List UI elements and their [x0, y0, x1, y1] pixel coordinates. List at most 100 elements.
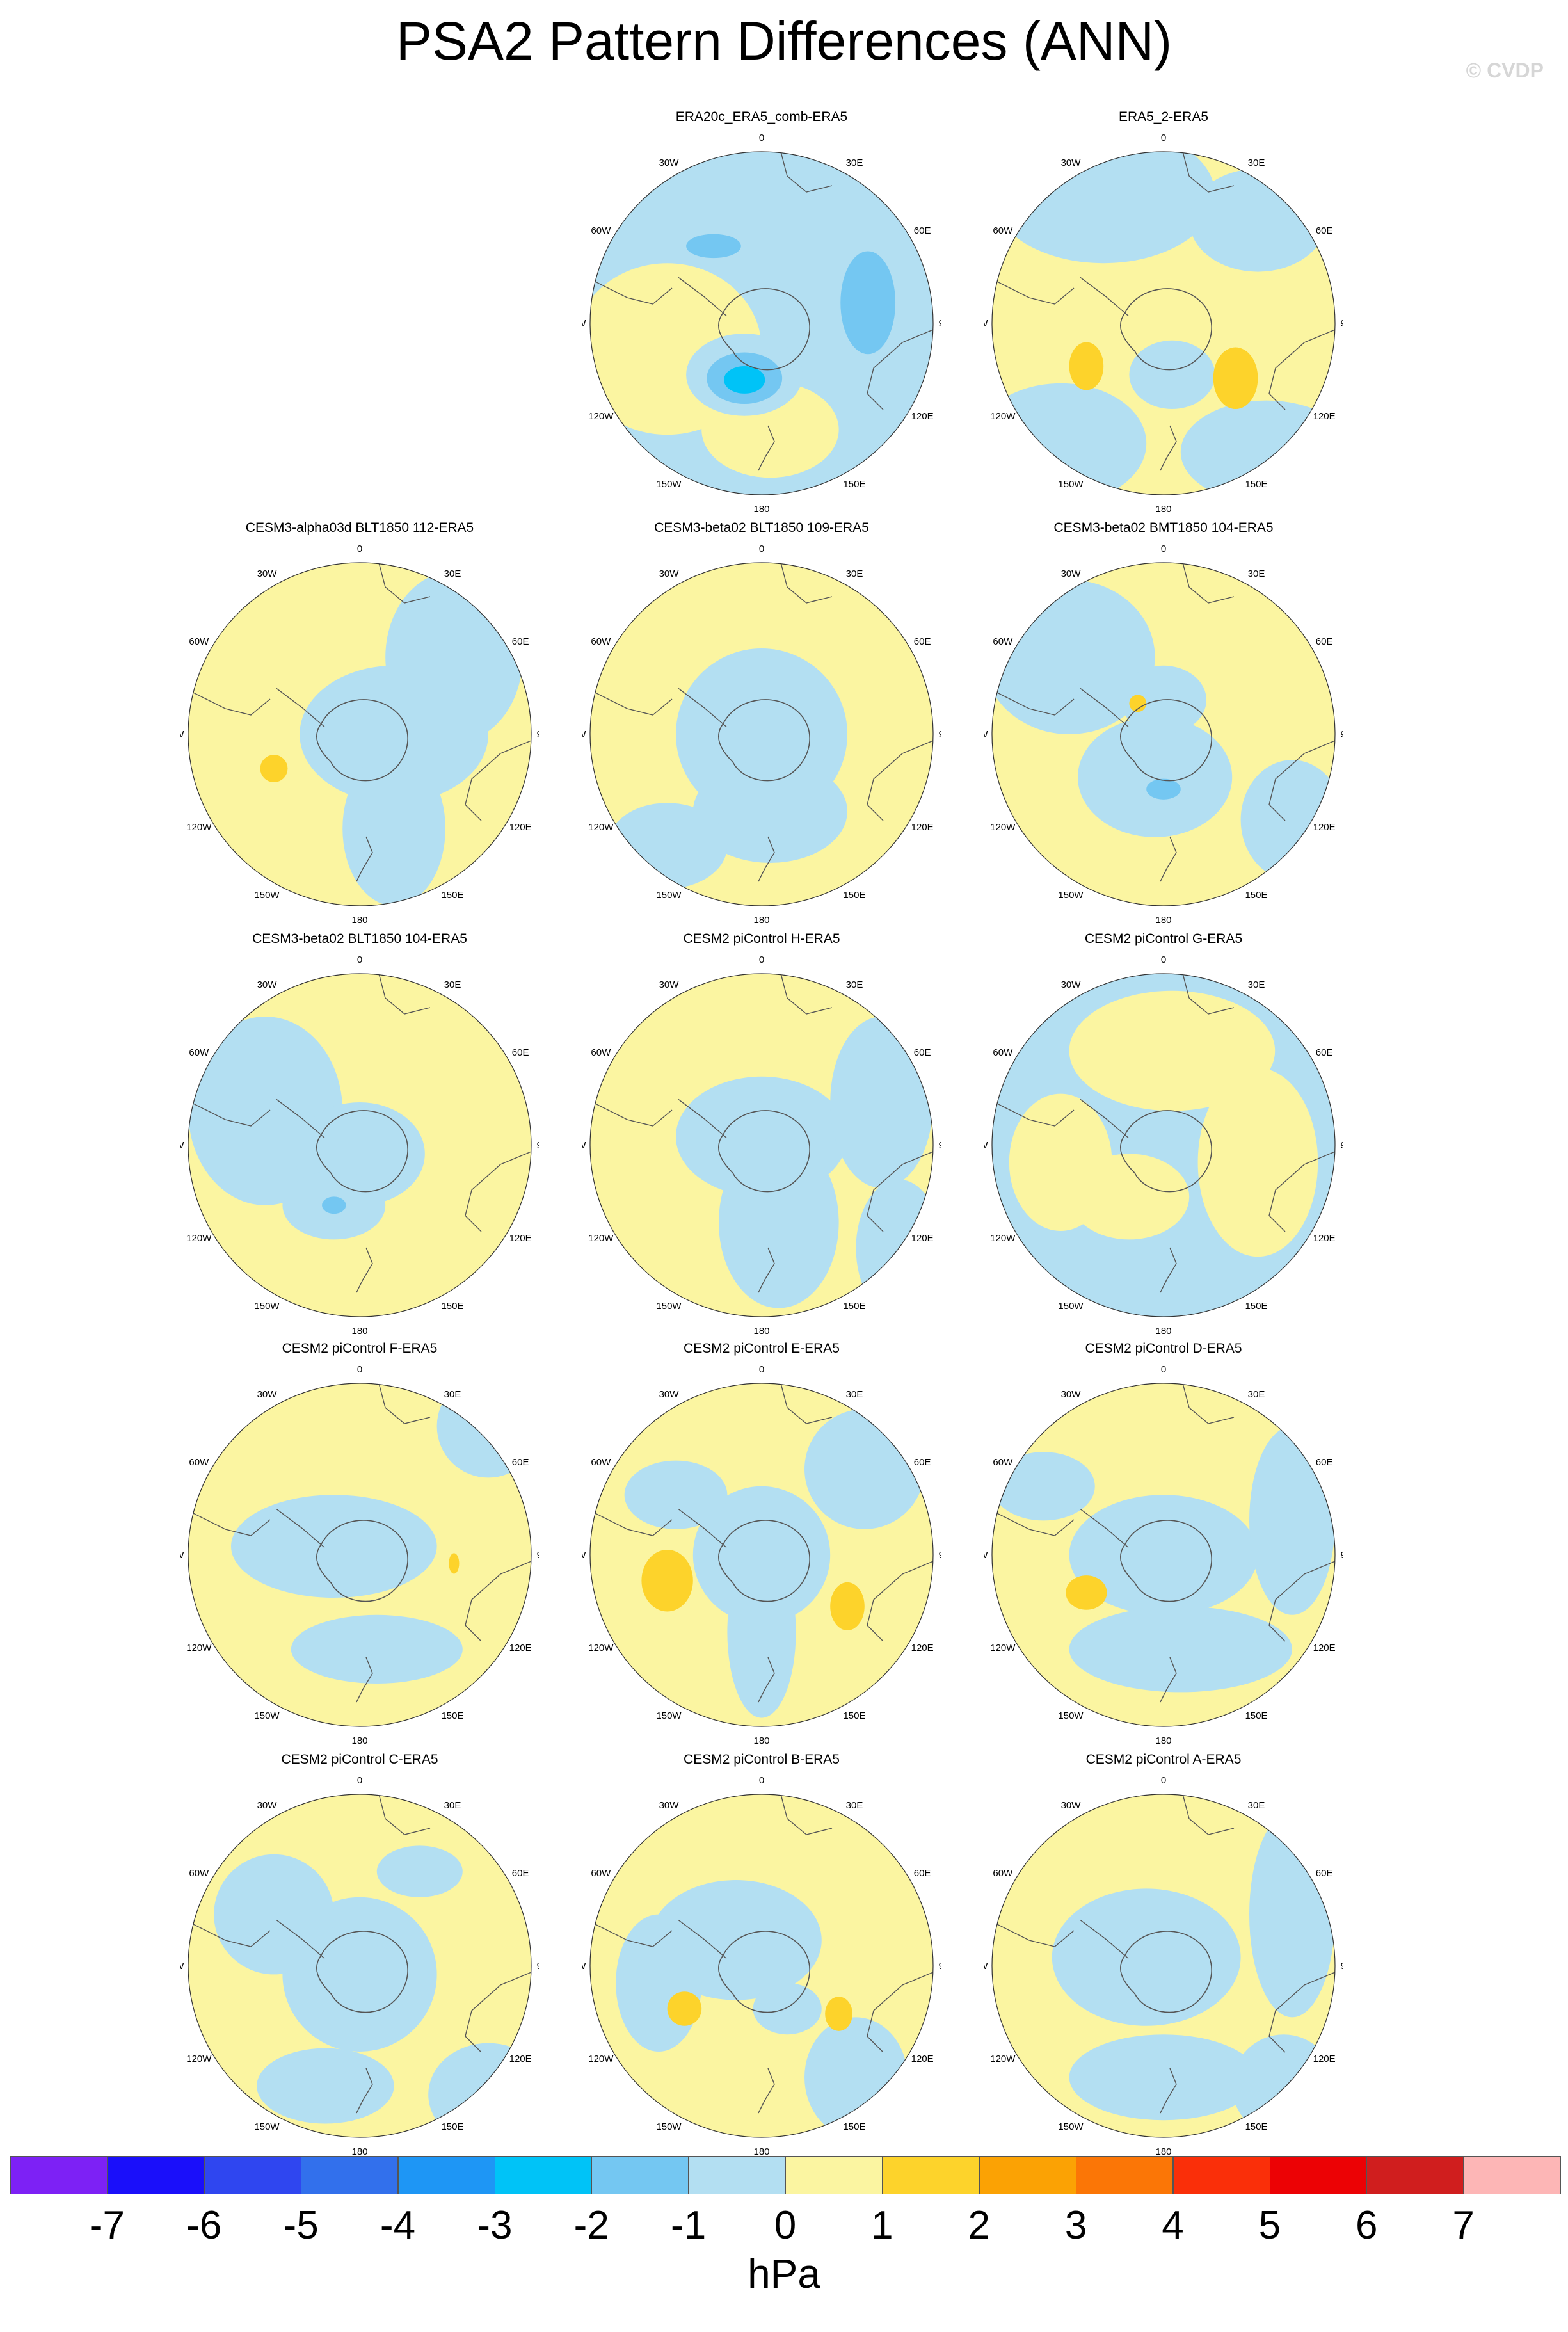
- longitude-label: 60E: [914, 1047, 931, 1058]
- africa-coastline: [780, 1794, 833, 1835]
- africa-coastline: [1182, 1794, 1235, 1835]
- polar-map: 0 30E 60E 90E 120E 150E 180 150W 120W 90W 60W 30W: [582, 133, 941, 515]
- colorbar-swatch: [979, 2156, 1076, 2194]
- antarctica-coastline: [717, 1931, 810, 2013]
- australia-coastline: [465, 740, 531, 821]
- colorbar-tick-label: 3: [1064, 2203, 1087, 2248]
- antarctica-coastline: [717, 1110, 810, 1193]
- panel-title: CESM3-beta02 BLT1850 109-ERA5: [654, 520, 869, 535]
- longitude-label: 180: [1155, 1735, 1171, 1746]
- longitude-label: 30W: [659, 568, 680, 579]
- colorbar: [10, 2156, 1561, 2194]
- longitude-label: 90W: [180, 1550, 184, 1561]
- antarctic-peninsula-coastline: [678, 1919, 727, 1959]
- map-panel: CESM2 piControl D-ERA5 0 30E 60E 90E 120E 150E…: [984, 1340, 1343, 1750]
- longitude-label: 30W: [1061, 1800, 1082, 1811]
- colorbar-swatch: [107, 2156, 205, 2194]
- longitude-label: 120E: [509, 2054, 532, 2064]
- longitude-label: 60E: [914, 636, 931, 647]
- longitude-label: 150E: [843, 890, 865, 901]
- map-boundary: [991, 1794, 1336, 2138]
- longitude-label: 0: [1161, 133, 1166, 143]
- contour-region: [641, 1549, 693, 1612]
- longitude-label: 0: [1161, 954, 1166, 965]
- colorbar-tick-label: -5: [283, 2203, 319, 2248]
- antarctic-peninsula-coastline: [1080, 1098, 1129, 1138]
- longitude-label: 60W: [591, 636, 611, 647]
- colorbar-swatch: [1366, 2156, 1464, 2194]
- contour-region: [724, 366, 765, 394]
- longitude-label: 60E: [1316, 225, 1333, 236]
- longitude-label: 120W: [588, 1233, 614, 1244]
- africa-coastline: [378, 563, 431, 604]
- new-zealand-coastline: [356, 836, 373, 882]
- australia-coastline: [465, 1561, 531, 1642]
- polar-map: 0 30E 60E 90E 120E 150E 180 150W 120W 90W 60W 30W: [984, 1775, 1343, 2157]
- longitude-label: 180: [1155, 915, 1171, 926]
- longitude-label: 150W: [254, 1301, 280, 1312]
- antarctic-peninsula-coastline: [678, 1098, 727, 1138]
- australia-coastline: [1268, 740, 1335, 821]
- longitude-label: 150W: [254, 2121, 280, 2132]
- longitude-label: 30E: [1248, 1800, 1265, 1811]
- map-boundary: [589, 973, 934, 1317]
- longitude-label: 150W: [656, 1301, 682, 1312]
- longitude-label: 60W: [189, 1457, 209, 1468]
- longitude-label: 30E: [846, 1389, 863, 1400]
- longitude-label: 150W: [1058, 479, 1084, 490]
- contour-region: [342, 751, 445, 906]
- longitude-label: 120W: [990, 1233, 1016, 1244]
- longitude-label: 120W: [186, 822, 212, 833]
- colorbar-swatch: [204, 2156, 301, 2194]
- longitude-label: 180: [351, 915, 367, 926]
- colorbar-swatch: [1463, 2156, 1561, 2194]
- longitude-label: 180: [1155, 2146, 1171, 2157]
- longitude-label: 30E: [1248, 979, 1265, 990]
- polar-map: 0 30E 60E 90E 120E 150E 180 150W 120W 90W 60W 30W: [984, 543, 1343, 926]
- contour-region: [686, 234, 741, 259]
- contour-region: [1129, 695, 1147, 712]
- australia-coastline: [1268, 329, 1335, 410]
- figure-title: PSA2 Pattern Differences (ANN): [396, 11, 1172, 71]
- colorbar-tick-label: -2: [573, 2203, 609, 2248]
- colorbar-tick-label: 7: [1452, 2203, 1475, 2248]
- longitude-label: 150W: [656, 890, 682, 901]
- longitude-label: 60E: [512, 1457, 529, 1468]
- longitude-label: 180: [753, 504, 769, 515]
- contour-region: [727, 1546, 796, 1718]
- contour-region: [1213, 347, 1258, 409]
- map-boundary: [991, 151, 1336, 495]
- longitude-label: 120W: [588, 411, 614, 422]
- longitude-label: 150W: [1058, 1301, 1084, 1312]
- contour-region: [1146, 778, 1181, 800]
- contour-region: [1189, 168, 1327, 272]
- panel-title: CESM3-beta02 BMT1850 104-ERA5: [1053, 520, 1274, 535]
- longitude-label: 90E: [537, 1140, 539, 1151]
- longitude-label: 120W: [186, 2054, 212, 2064]
- colorbar-swatch: [397, 2156, 495, 2194]
- longitude-label: 60W: [189, 636, 209, 647]
- longitude-label: 150E: [441, 2121, 463, 2132]
- longitude-label: 30W: [659, 1389, 680, 1400]
- map-boundary: [188, 973, 532, 1317]
- new-zealand-coastline: [758, 1247, 775, 1293]
- longitude-label: 0: [1161, 1364, 1166, 1375]
- longitude-label: 120E: [911, 822, 934, 833]
- longitude-label: 120W: [588, 1643, 614, 1653]
- longitude-label: 90E: [939, 1961, 941, 1972]
- longitude-label: 150E: [1245, 1301, 1267, 1312]
- longitude-label: 30E: [444, 568, 461, 579]
- new-zealand-coastline: [1160, 836, 1177, 882]
- africa-coastline: [1182, 1383, 1235, 1424]
- colorbar-swatch: [301, 2156, 399, 2194]
- longitude-label: 120W: [990, 1643, 1016, 1653]
- new-zealand-coastline: [1160, 1657, 1177, 1703]
- longitude-label: 30E: [846, 1800, 863, 1811]
- colorbar-tick-label: -1: [671, 2203, 707, 2248]
- antarctica-coastline: [717, 288, 810, 371]
- longitude-label: 60E: [914, 225, 931, 236]
- longitude-label: 60W: [993, 1868, 1013, 1879]
- polar-map: 0 30E 60E 90E 120E 150E 180 150W 120W 90W 60W 30W: [582, 543, 941, 926]
- new-zealand-coastline: [356, 1247, 373, 1293]
- longitude-label: 60W: [591, 1457, 611, 1468]
